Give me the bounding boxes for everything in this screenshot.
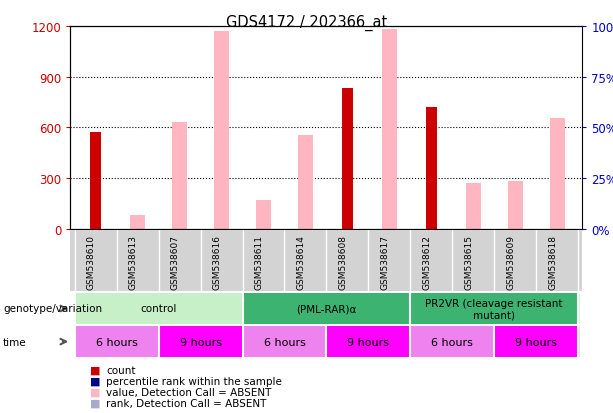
Bar	[466, 184, 481, 229]
Text: 9 hours: 9 hours	[348, 337, 389, 347]
Bar	[410, 326, 494, 357]
Text: ■: ■	[89, 387, 101, 397]
Bar	[131, 216, 145, 229]
Text: GSM538613: GSM538613	[129, 235, 138, 290]
Text: value, Detection Call = ABSENT: value, Detection Call = ABSENT	[106, 387, 272, 397]
Bar	[91, 133, 101, 229]
Text: rank, Detection Call = ABSENT: rank, Detection Call = ABSENT	[106, 398, 267, 408]
Bar	[298, 135, 313, 229]
Text: GSM538617: GSM538617	[380, 235, 389, 290]
Bar	[214, 32, 229, 229]
Text: genotype/variation: genotype/variation	[3, 304, 102, 314]
Text: GSM538616: GSM538616	[213, 235, 221, 290]
Text: GSM538607: GSM538607	[170, 235, 180, 290]
Text: GSM538609: GSM538609	[506, 235, 515, 290]
Text: GSM538608: GSM538608	[338, 235, 348, 290]
Text: GSM538614: GSM538614	[297, 235, 305, 290]
Text: 6 hours: 6 hours	[264, 337, 305, 347]
Text: GSM538615: GSM538615	[464, 235, 473, 290]
Text: GSM538611: GSM538611	[254, 235, 264, 290]
Text: ■: ■	[89, 398, 101, 408]
Text: 6 hours: 6 hours	[432, 337, 473, 347]
Text: ■: ■	[89, 365, 101, 375]
Bar	[426, 108, 436, 229]
Bar	[75, 293, 243, 324]
Bar	[243, 293, 410, 324]
Bar	[382, 30, 397, 229]
Bar	[550, 119, 565, 229]
Bar	[494, 326, 578, 357]
Text: GSM538618: GSM538618	[548, 235, 557, 290]
Bar	[159, 326, 243, 357]
Bar	[75, 326, 159, 357]
Text: GSM538612: GSM538612	[422, 235, 432, 290]
Text: 6 hours: 6 hours	[96, 337, 137, 347]
Text: control: control	[140, 304, 177, 314]
Text: GSM538610: GSM538610	[86, 235, 96, 290]
Text: GDS4172 / 202366_at: GDS4172 / 202366_at	[226, 14, 387, 31]
Text: time: time	[3, 337, 27, 347]
Text: (PML-RAR)α: (PML-RAR)α	[296, 304, 357, 314]
Bar	[172, 123, 187, 229]
Text: count: count	[106, 365, 135, 375]
Text: PR2VR (cleavage resistant
mutant): PR2VR (cleavage resistant mutant)	[425, 298, 563, 320]
Text: 9 hours: 9 hours	[515, 337, 557, 347]
Bar	[256, 201, 271, 229]
Text: 9 hours: 9 hours	[180, 337, 221, 347]
Text: percentile rank within the sample: percentile rank within the sample	[106, 376, 282, 386]
Bar	[342, 89, 352, 229]
Text: ■: ■	[89, 376, 101, 386]
Bar	[327, 326, 410, 357]
Bar	[508, 181, 522, 229]
Bar	[243, 326, 327, 357]
Bar	[410, 293, 578, 324]
